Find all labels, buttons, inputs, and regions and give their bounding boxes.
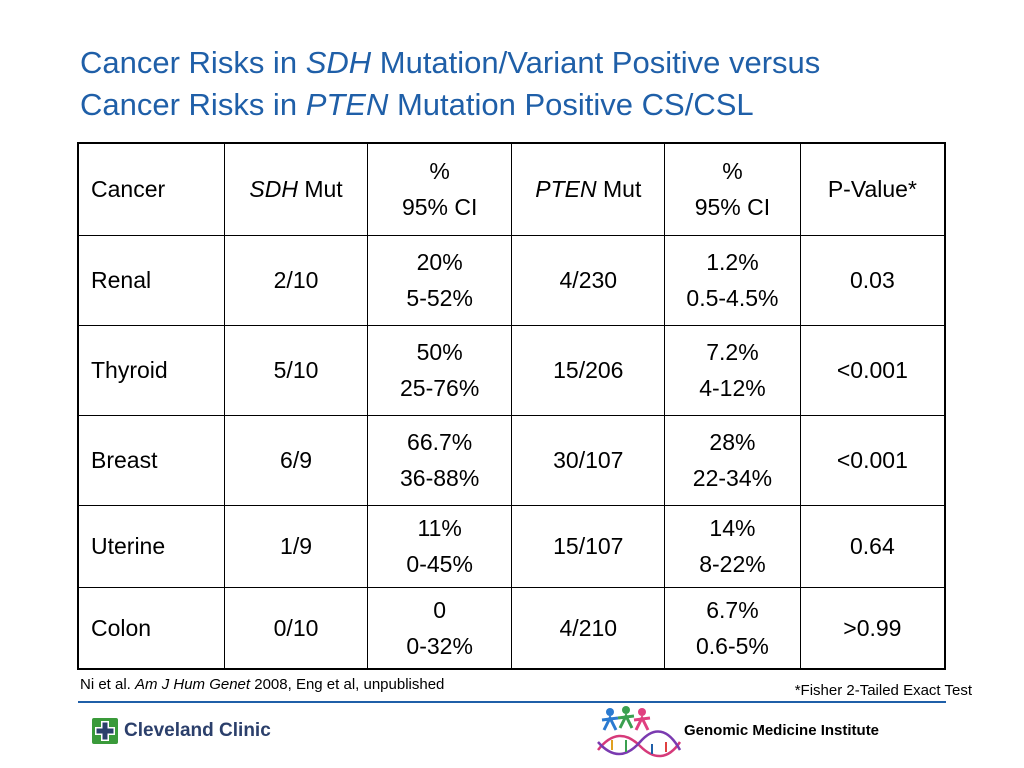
title-line-1-gene: SDH — [305, 45, 372, 80]
cell-pten-pct-line1: 6.7% — [706, 596, 759, 623]
header-pten-suffix: Mut — [596, 176, 642, 203]
title-line-2-suffix: Mutation Positive CS/CSL — [388, 87, 754, 122]
cell-pvalue: 0.03 — [799, 234, 946, 326]
header-sdh-mut: SDH Mut — [224, 142, 368, 236]
cell-cancer: Thyroid — [77, 324, 226, 416]
citation-prefix: Ni et al. — [80, 676, 136, 693]
cell-pvalue: 0.64 — [799, 504, 946, 588]
citation-footnote: Ni et al. Am J Hum Genet 2008, Eng et al… — [80, 676, 444, 693]
cell-sdh-mut: 5/10 — [224, 324, 368, 416]
table-row: Thyroid 5/10 50% 25-76% 15/206 7.2% 4-12% <0.00… — [77, 324, 946, 416]
cell-sdh-pct-line1: 11% — [417, 515, 462, 541]
cell-sdh-pct-line2: 0-32% — [406, 632, 473, 659]
cell-pten-pct-line2: 0.6-5% — [696, 632, 769, 659]
cell-pten-pct: 6.7% 0.6-5% — [664, 586, 801, 670]
cell-pten-mut: 4/210 — [511, 586, 666, 670]
cell-cancer: Breast — [77, 414, 226, 506]
cell-cancer: Renal — [77, 234, 226, 326]
table-row: Colon 0/10 0 0-32% 4/210 6.7% 0.6-5% >0.99 — [77, 586, 946, 670]
cell-pten-pct: 1.2% 0.5-4.5% — [664, 234, 801, 326]
cell-pten-pct-line2: 8-22% — [699, 551, 766, 577]
header-pten-pct-line2: 95% CI — [694, 194, 771, 221]
slide-title: Cancer Risks in SDH Mutation/Variant Pos… — [80, 42, 1000, 126]
cell-pten-pct-line1: 7.2% — [706, 339, 759, 365]
cell-pten-pct: 28% 22-34% — [664, 414, 801, 506]
table-row: Uterine 1/9 11% 0-45% 15/107 14% 8-22% 0.64 — [77, 504, 946, 588]
cleveland-clinic-logo: Cleveland Clinic — [92, 716, 271, 746]
cell-sdh-pct-line2: 5-52% — [406, 285, 473, 311]
title-line-1-suffix: Mutation/Variant Positive versus — [371, 45, 821, 80]
cell-sdh-pct-line1: 20% — [416, 249, 463, 275]
cell-pvalue: <0.001 — [799, 324, 946, 416]
title-line-2: Cancer Risks in PTEN Mutation Positive C… — [80, 84, 1000, 126]
genomic-medicine-institute-name: Genomic Medicine Institute — [684, 721, 880, 739]
header-sdh-suffix: Mut — [297, 176, 343, 203]
cell-cancer: Colon — [77, 586, 226, 670]
dna-people-icon — [597, 706, 682, 758]
title-line-1-prefix: Cancer Risks in — [80, 45, 306, 80]
header-pten-gene: PTEN — [535, 176, 597, 203]
genomic-medicine-institute-logo: Genomic Medicine Institute — [592, 702, 879, 758]
cell-pten-pct-line1: 14% — [709, 515, 756, 541]
cell-sdh-mut: 0/10 — [224, 586, 368, 670]
cell-sdh-pct-line2: 25-76% — [400, 375, 480, 401]
cancer-risk-table: Cancer SDH Mut % 95% CI PTEN Mut % 95% CI … — [77, 142, 946, 670]
header-pten-pct: % 95% CI — [664, 142, 801, 236]
title-line-2-gene: PTEN — [305, 87, 389, 122]
header-pvalue: P-Value* — [799, 142, 946, 236]
cell-pten-pct-line2: 4-12% — [699, 375, 766, 401]
cell-pten-pct-line2: 0.5-4.5% — [686, 285, 779, 311]
cell-sdh-pct: 11% 0-45% — [366, 504, 513, 588]
cell-sdh-pct: 66.7% 36-88% — [366, 414, 513, 506]
cell-pten-pct-line2: 22-34% — [692, 465, 773, 491]
cell-sdh-mut: 2/10 — [224, 234, 368, 326]
cell-sdh-pct: 20% 5-52% — [366, 234, 513, 326]
cell-pten-pct: 14% 8-22% — [664, 504, 801, 588]
cell-sdh-pct: 50% 25-76% — [366, 324, 513, 416]
header-sdh-pct-line2: 95% CI — [401, 194, 478, 221]
cell-pten-mut: 15/206 — [511, 324, 666, 416]
cell-sdh-pct-line2: 0-45% — [406, 551, 473, 577]
cell-pten-pct-line1: 1.2% — [706, 249, 759, 275]
cell-pten-mut: 4/230 — [511, 234, 666, 326]
title-line-1: Cancer Risks in SDH Mutation/Variant Pos… — [80, 42, 1000, 84]
title-line-2-prefix: Cancer Risks in — [80, 87, 306, 122]
cell-pten-mut: 15/107 — [511, 504, 666, 588]
header-cancer: Cancer — [77, 142, 226, 236]
header-sdh-gene: SDH — [249, 176, 298, 203]
table-row: Renal 2/10 20% 5-52% 4/230 1.2% 0.5-4.5% 0.03 — [77, 234, 946, 326]
cell-sdh-mut: 6/9 — [224, 414, 368, 506]
header-pten-pct-line1: % — [722, 158, 743, 185]
header-sdh-pct: % 95% CI — [366, 142, 513, 236]
cleveland-clinic-wordmark: Cleveland Clinic — [124, 720, 271, 741]
cell-pvalue: >0.99 — [799, 586, 946, 670]
citation-suffix: 2008, Eng et al, unpublished — [250, 676, 445, 693]
citation-journal: Am J Hum Genet — [135, 676, 251, 693]
cell-sdh-pct-line2: 36-88% — [400, 465, 480, 491]
table-header-row: Cancer SDH Mut % 95% CI PTEN Mut % 95% CI … — [77, 142, 946, 236]
header-sdh-pct-line1: % — [429, 158, 450, 185]
cell-pten-mut: 30/107 — [511, 414, 666, 506]
cleveland-clinic-cross-icon — [92, 718, 118, 744]
test-footnote: *Fisher 2-Tailed Exact Test — [794, 682, 972, 699]
cell-sdh-pct: 0 0-32% — [366, 586, 513, 670]
cell-sdh-mut: 1/9 — [224, 504, 368, 588]
cell-cancer: Uterine — [77, 504, 226, 588]
footer-divider — [78, 701, 946, 703]
cell-pten-pct: 7.2% 4-12% — [664, 324, 801, 416]
cell-sdh-pct-line1: 0 — [433, 596, 447, 623]
cell-pvalue: <0.001 — [799, 414, 946, 506]
cell-pten-pct-line1: 28% — [709, 429, 756, 455]
header-pten-mut: PTEN Mut — [511, 142, 666, 236]
cell-sdh-pct-line1: 50% — [416, 339, 463, 365]
table-row: Breast 6/9 66.7% 36-88% 30/107 28% 22-34% <0.00… — [77, 414, 946, 506]
cell-sdh-pct-line1: 66.7% — [407, 429, 473, 455]
